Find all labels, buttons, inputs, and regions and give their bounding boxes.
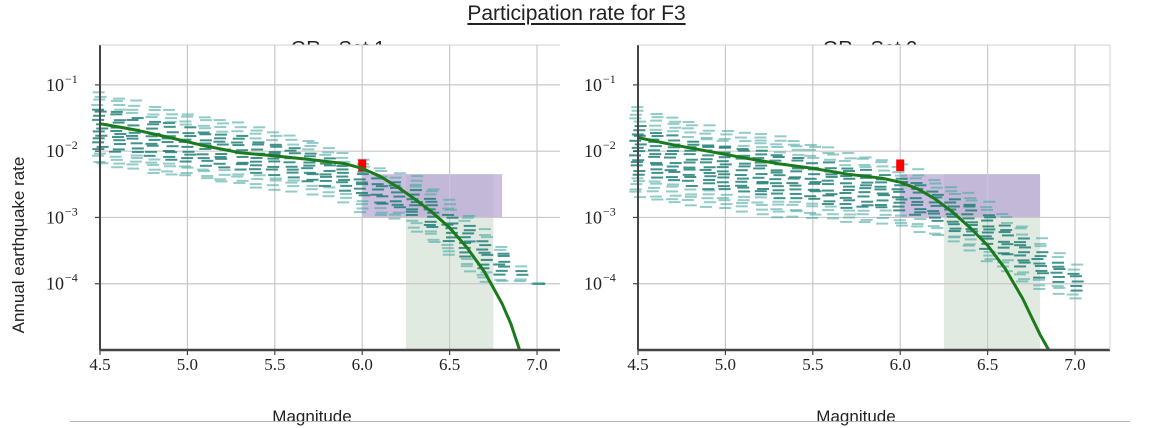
x-tick-label: 5.0 — [177, 355, 198, 374]
red-marker — [896, 159, 905, 172]
y-tick-label: 10 — [584, 207, 602, 227]
x-tick-label: 6.5 — [977, 355, 998, 374]
x-axis-label-gr-set-1: Magnitude — [272, 407, 351, 426]
y-tick-label: 10 — [46, 75, 64, 95]
mean-curve — [637, 136, 1051, 351]
page-title: Participation rate for F3 — [467, 2, 686, 25]
x-tick-label: 4.5 — [627, 355, 648, 374]
x-tick-label: 6.5 — [439, 355, 460, 374]
x-tick-label: 5.0 — [715, 355, 736, 374]
red-marker — [358, 159, 367, 172]
bottom-divider — [70, 421, 1130, 422]
y-axis-label: Annual earthquake rate — [9, 157, 28, 334]
y-tick-exponent: −1 — [65, 72, 78, 86]
y-tick-exponent: −2 — [603, 138, 616, 152]
chart-svg-gr-set-1: GR - Set 1 4.55.05.56.06.57.010−110−210−… — [9, 38, 560, 426]
chart-svg-gr-set-2: GR - Set 2 4.55.05.56.06.57.010−110−210−… — [584, 38, 1111, 426]
y-tick-label: 10 — [46, 207, 64, 227]
y-tick-label: 10 — [46, 141, 64, 161]
x-tick-label: 6.0 — [352, 355, 373, 374]
x-tick-label: 4.5 — [89, 355, 110, 374]
y-tick-label: 10 — [584, 274, 602, 294]
x-tick-label: 5.5 — [802, 355, 823, 374]
x-tick-label: 5.5 — [264, 355, 285, 374]
mean-curve — [99, 122, 522, 351]
x-tick-label: 7.0 — [1064, 355, 1085, 374]
y-tick-label: 10 — [46, 274, 64, 294]
chart-panel-gr-set-1: GR - Set 1 4.55.05.56.06.57.010−110−210−… — [0, 30, 560, 428]
x-tick-label: 7.0 — [526, 355, 547, 374]
x-axis-label-gr-set-2: Magnitude — [816, 407, 895, 426]
chart-panel-gr-set-2: GR - Set 2 4.55.05.56.06.57.010−110−210−… — [560, 30, 1120, 428]
y-tick-exponent: −1 — [603, 72, 616, 86]
y-tick-exponent: −3 — [603, 204, 616, 218]
y-tick-label: 10 — [584, 75, 602, 95]
x-tick-label: 6.0 — [890, 355, 911, 374]
y-tick-exponent: −4 — [603, 271, 616, 285]
y-tick-label: 10 — [584, 141, 602, 161]
y-tick-exponent: −3 — [65, 204, 78, 218]
y-tick-exponent: −4 — [65, 271, 78, 285]
y-tick-exponent: −2 — [65, 138, 78, 152]
